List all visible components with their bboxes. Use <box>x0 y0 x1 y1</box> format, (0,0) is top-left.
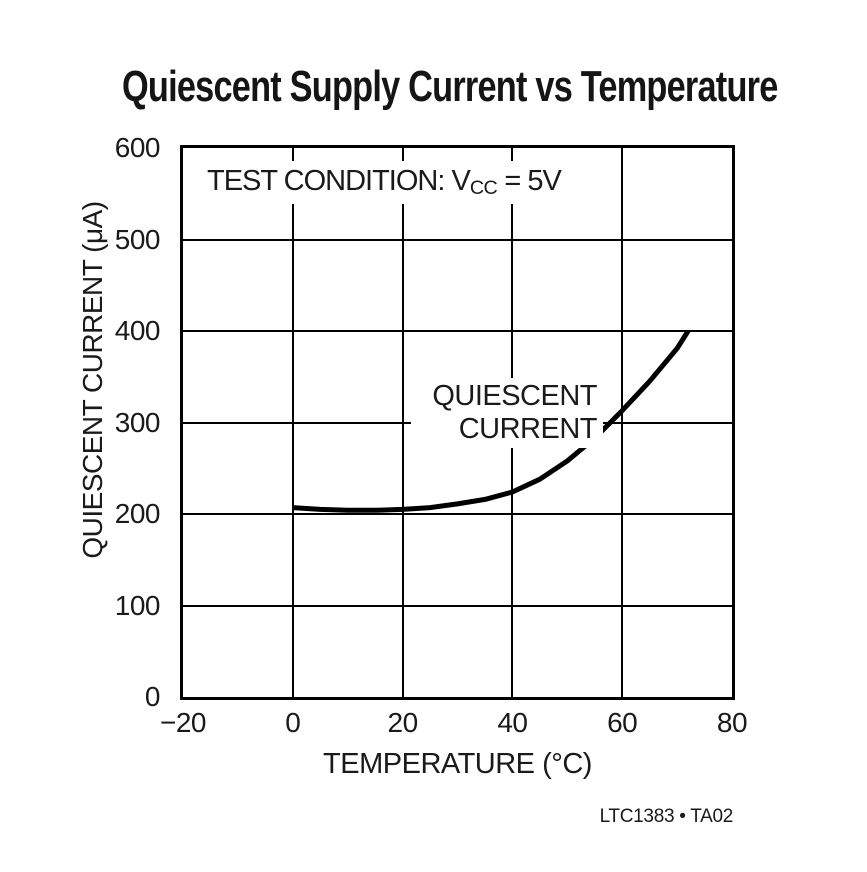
y-tick-label: 300 <box>114 406 161 438</box>
x-tick-label: 60 <box>607 707 638 738</box>
test-condition-annotation: TEST CONDITION: VCC = 5V <box>199 161 571 204</box>
y-tick-label: 500 <box>114 223 161 255</box>
footer-code: LTC1383 • TA02 <box>599 806 734 827</box>
curve-label-line1: QUIESCENT <box>432 380 597 412</box>
x-tick-label: 20 <box>387 707 419 738</box>
curve-label-line2: CURRENT <box>458 413 598 445</box>
y-tick-label: 100 <box>114 589 161 621</box>
x-tick-label: 80 <box>716 707 748 738</box>
y-tick-label: 600 <box>114 132 161 163</box>
x-axis-title: TEMPERATURE (°C) <box>323 748 592 780</box>
curve-label: QUIESCENT CURRENT <box>411 378 603 448</box>
test-condition-suffix: = 5V <box>497 165 561 197</box>
vcc-subscript: CC <box>469 176 498 199</box>
y-tick-label: 200 <box>114 498 161 529</box>
x-tick-label: −20 <box>160 707 207 738</box>
grid-hline <box>183 513 732 515</box>
x-tick-label: 0 <box>285 707 301 738</box>
y-tick-label: 0 <box>144 681 161 712</box>
plot-area: TEST CONDITION: VCC = 5V QUIESCENT CURRE… <box>180 145 735 700</box>
x-tick-label: 40 <box>497 707 528 738</box>
grid-hline <box>183 238 732 241</box>
chart-title: Quiescent Supply Current vs Temperature <box>122 62 778 111</box>
grid-hline <box>183 330 732 332</box>
y-tick-label: 400 <box>114 315 161 346</box>
grid-hline <box>183 604 732 607</box>
test-condition-prefix: TEST CONDITION: V <box>207 165 471 197</box>
